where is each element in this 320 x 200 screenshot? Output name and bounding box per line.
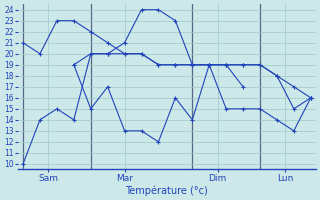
X-axis label: Température (°c): Température (°c) — [125, 185, 208, 196]
